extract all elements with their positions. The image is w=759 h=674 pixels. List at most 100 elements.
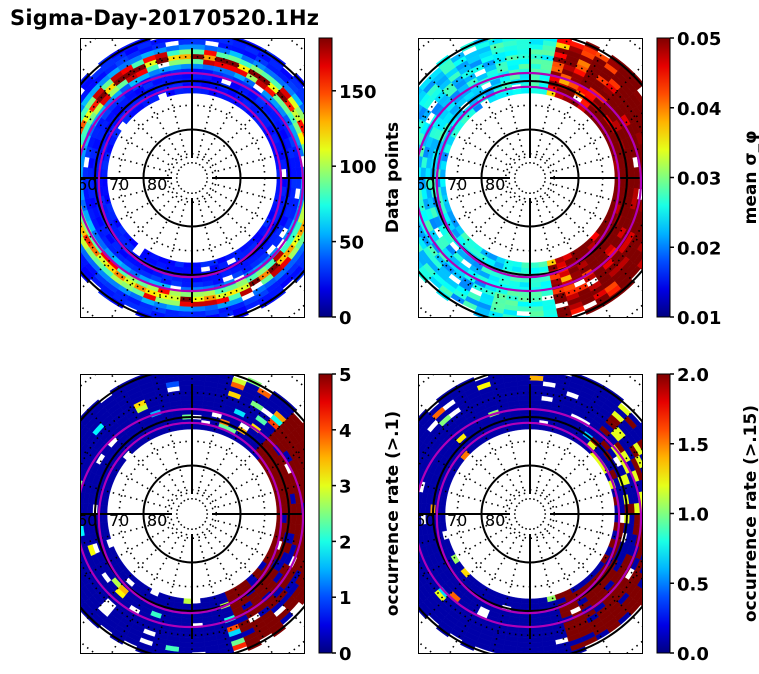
heatmap-bin	[50, 486, 57, 500]
heatmap-bin	[644, 201, 652, 214]
latitude-label: 60	[415, 511, 435, 530]
heatmap-bin	[117, 456, 127, 468]
heatmap-bin	[306, 129, 315, 142]
heatmap-bin	[305, 227, 315, 241]
heatmap-bin	[205, 38, 221, 43]
colorbar: 0 1 2 3 4 5 occurrence rate (>.1)	[318, 365, 403, 665]
heatmap-bin	[59, 501, 64, 514]
heatmap-bin	[402, 551, 411, 565]
latitude-label: 70	[447, 511, 467, 530]
heatmap-bin	[54, 191, 61, 205]
heatmap-bin	[174, 261, 184, 268]
heatmap-bin	[411, 178, 416, 190]
colorbar-tick-label: 0	[339, 308, 352, 329]
heatmap-bin	[180, 58, 193, 65]
heatmap-bin	[64, 449, 74, 463]
heatmap-bin	[516, 366, 530, 372]
heatmap-bin	[645, 99, 656, 113]
auroral-oval-poleward	[97, 85, 283, 279]
heatmap-bin	[529, 598, 540, 604]
heatmap-bin	[191, 300, 205, 307]
heatmap-bin	[102, 522, 109, 532]
heatmap-bin	[538, 261, 548, 268]
heatmap-bin	[670, 528, 677, 543]
heatmap-bin	[644, 550, 653, 563]
heatmap-bin	[407, 214, 416, 227]
heatmap-bin	[519, 73, 531, 80]
heatmap-bin	[141, 248, 153, 258]
heatmap-bin	[157, 592, 168, 601]
polar-panel-1: 60 70 80 0 50 100 150 Data points	[49, 31, 403, 329]
heatmap-bin	[52, 136, 60, 151]
heatmap-bin	[64, 215, 73, 229]
heatmap-bin	[440, 513, 446, 524]
heatmap-bin	[178, 44, 193, 51]
colorbar-gradient	[318, 373, 333, 654]
heatmap-bin	[56, 204, 64, 218]
heatmap-bin	[518, 58, 531, 65]
heatmap-bin	[440, 177, 446, 188]
heatmap-bin	[512, 424, 522, 431]
heatmap-bin	[307, 99, 318, 113]
heatmap-bin	[68, 166, 73, 178]
heatmap-bin	[163, 318, 178, 325]
heatmap-bin	[140, 632, 155, 642]
heatmap-bin	[47, 471, 55, 486]
heatmap-bin	[518, 394, 531, 401]
heatmap-bin	[163, 31, 178, 38]
heatmap-bin	[407, 563, 417, 577]
heatmap-bin	[49, 500, 55, 514]
heatmap-bin	[512, 261, 522, 268]
colorbar-tick-label: 2	[339, 532, 352, 553]
heatmap-bin	[69, 526, 76, 538]
heatmap-bin	[529, 291, 542, 298]
heatmap-bin	[178, 656, 192, 662]
heatmap-bin	[400, 96, 411, 111]
heatmap-bin	[179, 385, 193, 392]
heatmap-bin	[64, 551, 73, 565]
heatmap-bin	[305, 514, 310, 526]
heatmap-bin	[295, 177, 302, 189]
heatmap-bin	[647, 154, 654, 166]
heatmap-bin	[305, 563, 315, 577]
heatmap-bin	[440, 522, 447, 532]
heatmap-bin	[49, 164, 55, 178]
heatmap-bin	[306, 537, 314, 550]
heatmap-bin	[648, 141, 656, 154]
heatmap-bin	[55, 123, 64, 138]
heatmap-bin	[80, 102, 82, 106]
heatmap-bin	[55, 459, 64, 474]
heatmap-bin	[69, 465, 78, 478]
heatmap-bin	[418, 197, 419, 201]
heatmap-bin	[393, 108, 403, 123]
heatmap-bin	[80, 85, 82, 90]
heatmap-bin	[648, 229, 658, 243]
heatmap-bin	[61, 539, 69, 553]
latitude-label: 70	[109, 175, 129, 194]
heatmap-bin	[60, 111, 70, 126]
heatmap-bin	[407, 227, 417, 241]
heatmap-bin	[418, 586, 420, 590]
heatmap-bin	[529, 88, 540, 94]
latitude-label: 80	[147, 511, 167, 530]
heatmap-bin	[191, 58, 204, 65]
heatmap-bin	[404, 243, 415, 257]
heatmap-bin	[520, 88, 531, 94]
heatmap-bin	[512, 597, 522, 604]
heatmap-bin	[501, 654, 516, 661]
heatmap-bin	[63, 165, 68, 178]
heatmap-bin	[60, 553, 69, 567]
heatmap-bin	[310, 449, 320, 463]
heatmap-bin	[409, 142, 417, 155]
heatmap-bin	[648, 477, 656, 490]
heatmap-bin	[519, 617, 531, 624]
heatmap-bin	[310, 502, 315, 514]
heatmap-bin	[517, 636, 531, 643]
axes-frame	[80, 374, 305, 654]
heatmap-bin	[180, 399, 193, 406]
heatmap-bin	[66, 141, 74, 154]
heatmap-bin	[404, 99, 415, 113]
heatmap-bin	[307, 243, 318, 257]
heatmap-bin	[69, 451, 79, 465]
colorbar-tick-label: 1.5	[677, 435, 709, 456]
